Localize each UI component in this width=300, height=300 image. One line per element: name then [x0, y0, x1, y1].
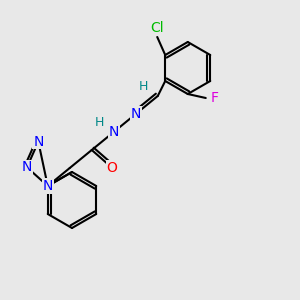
Text: Cl: Cl: [150, 21, 164, 35]
Text: N: N: [22, 160, 32, 174]
Text: N: N: [33, 135, 44, 149]
Text: F: F: [211, 91, 219, 105]
Text: H: H: [139, 80, 148, 92]
Text: N: N: [43, 179, 53, 193]
Text: N: N: [109, 125, 119, 139]
Text: O: O: [106, 161, 117, 175]
Text: N: N: [130, 107, 141, 121]
Text: H: H: [95, 116, 104, 128]
